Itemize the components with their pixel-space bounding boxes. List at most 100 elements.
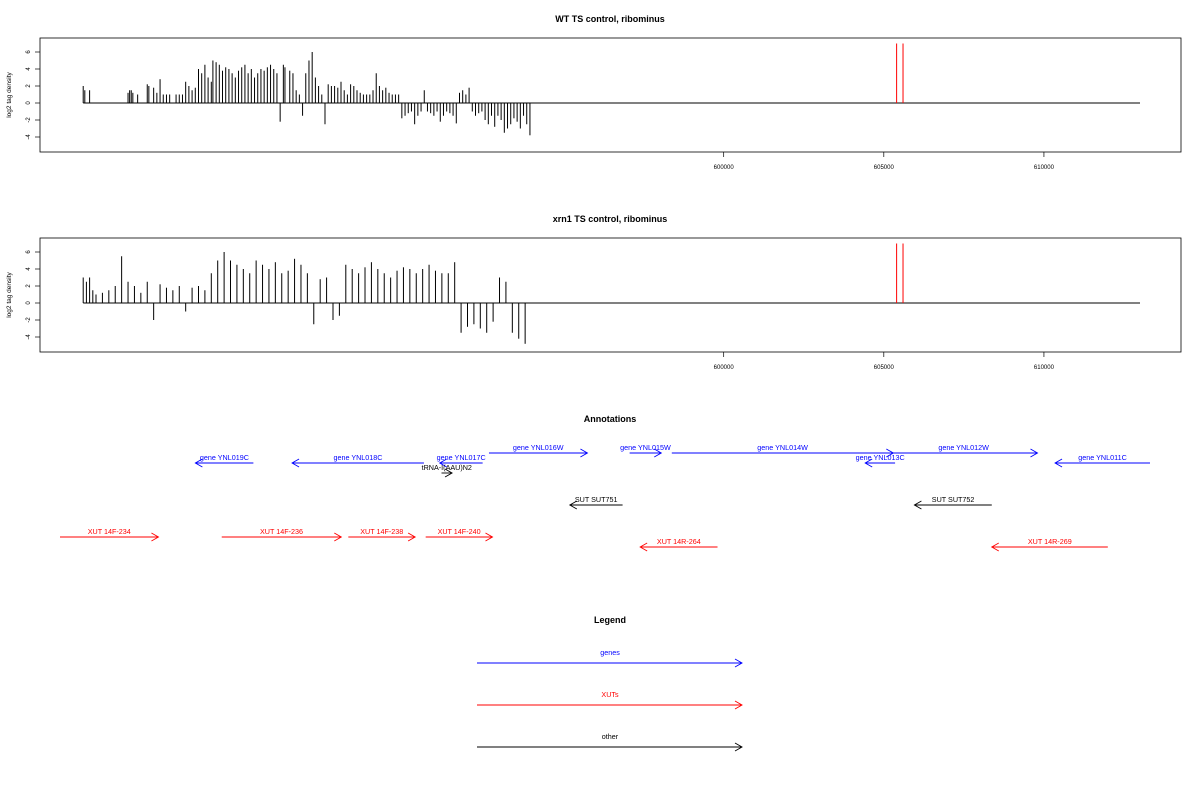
annotations-panel: Annotations gene YNL019C gene YNL018C gene… [60,414,1150,552]
feature-arrow-head [407,532,417,542]
feature-arrow-head [568,500,578,510]
feature-arrow-head [438,458,447,468]
legend-arrow-head [734,742,743,752]
annotation-feature: gene YNL011C [1054,453,1150,468]
ytick-label: 0 [26,301,32,305]
xtick-label: 610000 [1034,365,1055,371]
feature-arrow-head [194,458,203,468]
feature-arrow-head [864,458,873,468]
feature-label: gene YNL013C [856,453,905,462]
ytick-label: 0 [26,101,32,105]
ytick-label: -2 [26,317,32,323]
legend-label: XUTs [601,690,619,699]
panel-xrn1-yaxis: 6 4 2 0 -2 -4 [26,250,40,340]
ytick-label: -4 [26,334,32,340]
panel-xrn1-bars [82,243,1140,344]
annotations-title: Annotations [584,414,637,424]
feature-arrow-head [151,532,160,542]
feature-arrow-head [1030,448,1039,458]
panel-wt: WT TS control, ribominus log2 tag densit… [6,14,1182,171]
feature-label: XUT 14F-236 [260,527,303,536]
annotation-feature: tRNA-I(AAU)N2 [422,463,472,478]
panel-wt-xaxis: 600000 605000 610000 [714,152,1055,171]
panel-wt-bars [82,43,1140,136]
annotation-feature: XUT 14F-238 [348,527,417,542]
feature-label: gene YNL018C [333,453,382,462]
feature-arrow-head [913,500,922,510]
feature-arrow-head [654,448,663,458]
panel-xrn1-frame [39,237,1182,353]
feature-label: gene YNL019C [200,453,249,462]
legend-panel: Legend genes XUTs other [477,615,743,752]
ytick-label: -4 [26,134,32,140]
feature-arrow-head [485,532,494,542]
feature-label: tRNA-I(AAU)N2 [422,463,472,472]
annotation-feature: gene YNL017C [437,453,486,468]
annotation-feature: XUT 14F-236 [221,527,343,542]
panel-wt-title: WT TS control, ribominus [555,14,665,24]
feature-arrow-head [990,542,999,552]
panel-xrn1: xrn1 TS control, ribominus log2 tag dens… [6,214,1182,371]
xtick-label: 605000 [874,165,895,171]
annotation-feature: XUT 14F-234 [60,527,160,542]
feature-label: XUT 14F-234 [88,527,131,536]
feature-label: gene YNL015W [620,443,671,452]
xtick-label: 600000 [714,165,735,171]
ytick-label: 4 [26,267,32,271]
annotation-feature: gene YNL016W [488,443,589,458]
annotation-feature: gene YNL012W [889,443,1039,458]
panel-wt-yaxis: 6 4 2 0 -2 -4 [26,50,40,140]
feature-arrow-head [334,532,343,542]
feature-label: gene YNL016W [513,443,564,452]
ytick-label: 6 [26,250,32,254]
legend-title: Legend [594,615,626,625]
legend-item: XUTs [477,690,743,710]
panel-xrn1-title: xrn1 TS control, ribominus [553,214,668,224]
feature-arrow-head [291,458,300,468]
annotation-feature: gene YNL018C [291,453,424,468]
annotation-feature: gene YNL015W [620,443,671,458]
feature-label: SUT SUT751 [575,495,618,504]
feature-arrow-head [580,448,589,458]
feature-label: XUT 14R-264 [657,537,701,546]
legend-label: genes [600,648,620,657]
ytick-label: 2 [26,84,32,88]
feature-arrow-head [444,468,453,478]
feature-label: gene YNL011C [1078,453,1127,462]
annotation-feature: XUT 14R-264 [639,537,718,552]
feature-label: XUT 14F-240 [438,527,481,536]
feature-label: gene YNL012W [938,443,989,452]
feature-arrow-head [1054,458,1063,468]
panel-xrn1-xaxis: 600000 605000 610000 [714,352,1055,371]
annotation-feature: gene YNL013C [856,453,905,468]
legend-items: genes XUTs other [477,648,743,752]
panel-xrn1-ylabel: log2 tag density [6,271,13,317]
xtick-label: 610000 [1034,165,1055,171]
annotation-feature: XUT 14R-269 [990,537,1108,552]
xtick-label: 605000 [874,365,895,371]
ytick-label: 6 [26,50,32,54]
ytick-label: -2 [26,117,32,123]
feature-label: XUT 14F-238 [360,527,403,536]
feature-label: gene YNL014W [757,443,808,452]
legend-label: other [602,732,619,741]
annotation-feature: SUT SUT752 [913,495,992,510]
feature-arrow-head [639,542,648,552]
feature-label: SUT SUT752 [932,495,975,504]
legend-item: other [477,732,743,752]
feature-label: gene YNL017C [437,453,486,462]
legend-item: genes [477,648,743,668]
feature-label: XUT 14R-269 [1028,537,1072,546]
ytick-label: 4 [26,67,32,71]
xtick-label: 600000 [714,365,735,371]
legend-arrow-head [734,700,743,710]
panel-wt-frame [39,37,1182,153]
annotation-feature: gene YNL019C [194,453,254,468]
annotation-features: gene YNL019C gene YNL018C gene YNL017CtRNA… [60,443,1150,552]
annotation-feature: SUT SUT751 [568,495,623,510]
panel-wt-ylabel: log2 tag density [6,71,13,117]
ytick-label: 2 [26,284,32,288]
legend-arrow-head [734,658,743,668]
annotation-feature: XUT 14F-240 [425,527,494,542]
